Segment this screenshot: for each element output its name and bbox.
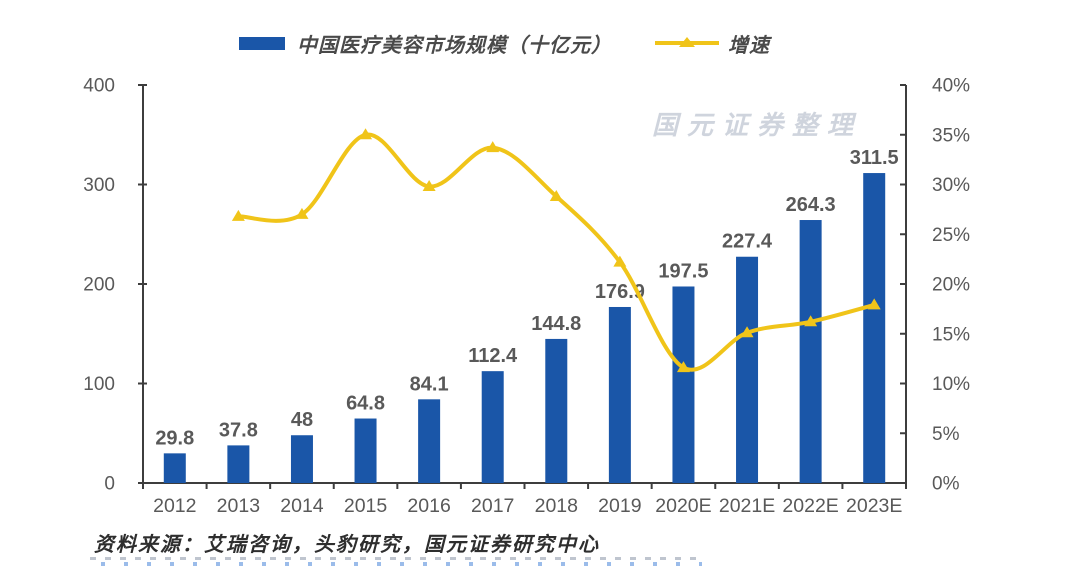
line-marker-icon bbox=[613, 255, 627, 267]
bar-value-label: 29.8 bbox=[155, 427, 194, 449]
line-marker-icon bbox=[676, 361, 690, 373]
line-marker-icon bbox=[740, 326, 754, 338]
bar-value-label: 37.8 bbox=[219, 419, 258, 441]
y2-axis-tick-label: 35% bbox=[932, 125, 970, 146]
y2-axis-tick-label: 15% bbox=[932, 324, 970, 345]
bar bbox=[290, 435, 313, 483]
y-axis-tick-label: 0 bbox=[104, 474, 115, 495]
y2-axis-tick-label: 10% bbox=[932, 374, 970, 395]
x-axis-tick-label: 2019 bbox=[598, 495, 641, 517]
bar-value-label: 48 bbox=[291, 409, 313, 431]
x-axis-tick-label: 2021E bbox=[719, 495, 775, 517]
y2-axis-tick-label: 0% bbox=[932, 474, 960, 495]
y-axis-tick-label: 200 bbox=[83, 275, 115, 296]
bar-value-label: 197.5 bbox=[658, 260, 708, 282]
line-marker-icon bbox=[422, 179, 436, 191]
bar-series-swatch bbox=[239, 36, 285, 50]
line-marker-icon bbox=[549, 189, 563, 201]
bar-value-label: 112.4 bbox=[468, 345, 518, 367]
line-series-swatch bbox=[654, 34, 720, 52]
bar bbox=[227, 445, 250, 483]
bar bbox=[481, 371, 504, 483]
x-axis-tick-label: 2022E bbox=[782, 495, 838, 517]
y2-axis-tick-label: 25% bbox=[932, 225, 970, 246]
bar bbox=[672, 286, 695, 483]
source-note: 资料来源：艾瑞咨询，头豹研究，国元证券研究中心 bbox=[94, 532, 600, 556]
bar bbox=[608, 306, 631, 483]
bar bbox=[163, 453, 186, 483]
bar bbox=[736, 256, 759, 483]
bar-value-label: 84.1 bbox=[410, 373, 449, 395]
triangle-marker-icon bbox=[679, 37, 695, 47]
line-marker-icon bbox=[359, 128, 373, 140]
x-axis-tick-label: 2020E bbox=[655, 495, 711, 517]
bar-value-label: 264.3 bbox=[786, 194, 836, 216]
y-axis-tick-label: 300 bbox=[83, 175, 115, 196]
line-marker-icon bbox=[486, 141, 500, 153]
line-swatch-icon bbox=[655, 37, 719, 47]
x-axis-tick-label: 2016 bbox=[407, 495, 450, 517]
bar-value-label: 144.8 bbox=[531, 313, 581, 335]
x-axis-tick-label: 2013 bbox=[217, 495, 260, 517]
line-marker-icon bbox=[295, 207, 309, 219]
x-axis-tick-label: 2014 bbox=[280, 495, 324, 517]
x-axis-tick-label: 2015 bbox=[344, 495, 388, 517]
y2-axis-tick-label: 5% bbox=[932, 424, 960, 445]
line-marker-icon bbox=[867, 298, 881, 310]
bar bbox=[863, 173, 886, 483]
y2-axis-tick-label: 40% bbox=[932, 76, 970, 97]
bar-value-label: 311.5 bbox=[850, 147, 899, 169]
y-axis-tick-label: 100 bbox=[83, 374, 115, 395]
line-marker-icon bbox=[231, 209, 245, 221]
chart-legend: 中国医疗美容市场规模（十亿元） 增速 bbox=[239, 28, 770, 58]
bar bbox=[545, 338, 568, 483]
line-marker-icon bbox=[804, 315, 818, 327]
x-axis-tick-label: 2023E bbox=[846, 495, 902, 517]
bar-value-label: 64.8 bbox=[346, 393, 385, 415]
y2-axis-tick-label: 20% bbox=[932, 275, 970, 296]
bar bbox=[354, 418, 377, 483]
y-axis-tick-label: 400 bbox=[83, 76, 115, 97]
watermark-text: 国元证券整理 bbox=[652, 111, 863, 141]
bar-value-label: 227.4 bbox=[722, 231, 773, 253]
x-axis-tick-label: 2017 bbox=[471, 495, 514, 517]
x-axis-tick-label: 2012 bbox=[153, 495, 196, 517]
x-axis-tick-label: 2018 bbox=[535, 495, 578, 517]
line-series-label: 增速 bbox=[728, 32, 770, 57]
bar-series-label: 中国医疗美容市场规模（十亿元） bbox=[297, 32, 612, 57]
y2-axis-tick-label: 30% bbox=[932, 175, 970, 196]
bar bbox=[799, 220, 822, 484]
cutoff-text-row bbox=[90, 557, 702, 567]
bar bbox=[418, 399, 441, 483]
